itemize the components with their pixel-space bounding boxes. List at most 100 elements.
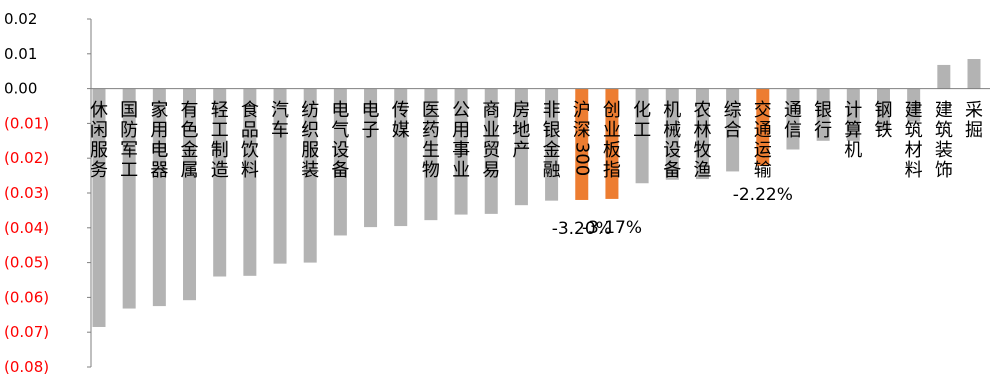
svg-text:钢: 钢	[874, 100, 892, 121]
svg-text:轻: 轻	[211, 100, 229, 121]
category-label: 电子	[362, 100, 380, 141]
y-tick-label: 0.01	[4, 45, 37, 63]
svg-text:服: 服	[90, 140, 108, 161]
svg-text:传: 传	[392, 100, 410, 121]
svg-text:易: 易	[482, 160, 500, 181]
svg-text:材: 材	[905, 140, 923, 161]
svg-text:医: 医	[422, 100, 440, 121]
bar	[967, 59, 981, 89]
svg-text:服: 服	[301, 140, 319, 161]
svg-text:运: 运	[754, 140, 772, 161]
svg-text:军: 军	[120, 140, 138, 161]
svg-text:制: 制	[211, 140, 229, 161]
bar	[605, 88, 619, 199]
svg-text:建: 建	[905, 100, 923, 121]
y-tick-label: (0.08)	[4, 358, 49, 376]
svg-text:建: 建	[935, 100, 953, 121]
svg-text:地: 地	[512, 120, 530, 141]
svg-text:通: 通	[784, 100, 802, 121]
bar	[213, 88, 227, 277]
svg-text:金: 金	[543, 140, 561, 161]
svg-text:工: 工	[120, 160, 138, 181]
svg-text:防: 防	[120, 120, 138, 141]
svg-text:指: 指	[603, 160, 621, 181]
svg-text:生: 生	[422, 140, 440, 161]
bar	[937, 64, 951, 89]
svg-text:饮: 饮	[241, 140, 259, 161]
bar	[514, 88, 528, 206]
bar	[545, 88, 559, 201]
data-label: -3.20%	[552, 219, 612, 239]
svg-text:银: 银	[814, 100, 832, 121]
svg-text:休: 休	[90, 100, 108, 121]
bar	[907, 88, 921, 122]
svg-text:行: 行	[814, 120, 832, 141]
svg-text:通: 通	[754, 120, 772, 141]
svg-text:家: 家	[150, 100, 168, 121]
svg-text:业: 业	[603, 120, 621, 141]
svg-text:饰: 饰	[935, 160, 953, 181]
svg-text:电: 电	[150, 140, 168, 161]
svg-text:用: 用	[452, 120, 470, 141]
svg-text:300: 300	[571, 142, 592, 176]
y-tick-label: (0.05)	[4, 254, 49, 272]
svg-text:有: 有	[181, 100, 199, 121]
svg-text:农: 农	[693, 100, 711, 121]
y-tick-label: (0.06)	[4, 288, 49, 306]
bar	[695, 88, 709, 180]
svg-text:产: 产	[512, 140, 530, 161]
svg-text:深: 深	[573, 120, 591, 141]
svg-text:沪: 沪	[573, 100, 591, 121]
bar	[243, 88, 257, 276]
svg-text:金: 金	[181, 140, 199, 161]
bar	[575, 88, 589, 200]
bar	[364, 88, 378, 228]
svg-text:非: 非	[543, 100, 561, 121]
svg-text:装: 装	[301, 160, 319, 181]
svg-text:闲: 闲	[90, 120, 108, 141]
bar	[454, 88, 468, 215]
data-labels-layer: -3.20%-3.17% -2.22%	[552, 185, 793, 239]
svg-text:装: 装	[935, 140, 953, 161]
svg-text:机: 机	[663, 100, 681, 121]
svg-text:备: 备	[331, 160, 349, 181]
svg-text:子: 子	[362, 120, 380, 141]
svg-text:物: 物	[422, 160, 440, 181]
bar	[122, 88, 136, 309]
svg-text:药: 药	[422, 120, 440, 141]
bar	[152, 88, 166, 307]
svg-text:工: 工	[633, 120, 651, 141]
svg-text:合: 合	[724, 120, 742, 141]
y-tick-label: 0.00	[4, 80, 37, 98]
bar	[876, 88, 890, 131]
category-label: 传媒	[392, 100, 410, 141]
svg-text:媒: 媒	[392, 120, 410, 141]
y-tick-label: (0.04)	[4, 219, 49, 237]
svg-text:造: 造	[211, 160, 229, 181]
svg-text:林: 林	[693, 120, 711, 141]
svg-text:备: 备	[663, 160, 681, 181]
category-labels-layer: 休闲服务国防军工家用电器有色金属轻工制造食品饮料汽车纺织服装电气设备电子传媒医药…	[90, 100, 983, 181]
svg-text:业: 业	[452, 160, 470, 181]
y-tick-label: (0.02)	[4, 149, 49, 167]
svg-text:公: 公	[452, 100, 470, 121]
svg-text:掘: 掘	[965, 120, 983, 141]
svg-text:料: 料	[905, 160, 923, 181]
svg-text:事: 事	[452, 140, 470, 161]
y-ticks-layer: 0.02 0.01 0.00 (0.01) (0.02) (0.03) (0.04) (0.0…	[4, 10, 91, 376]
svg-text:算: 算	[844, 120, 862, 141]
